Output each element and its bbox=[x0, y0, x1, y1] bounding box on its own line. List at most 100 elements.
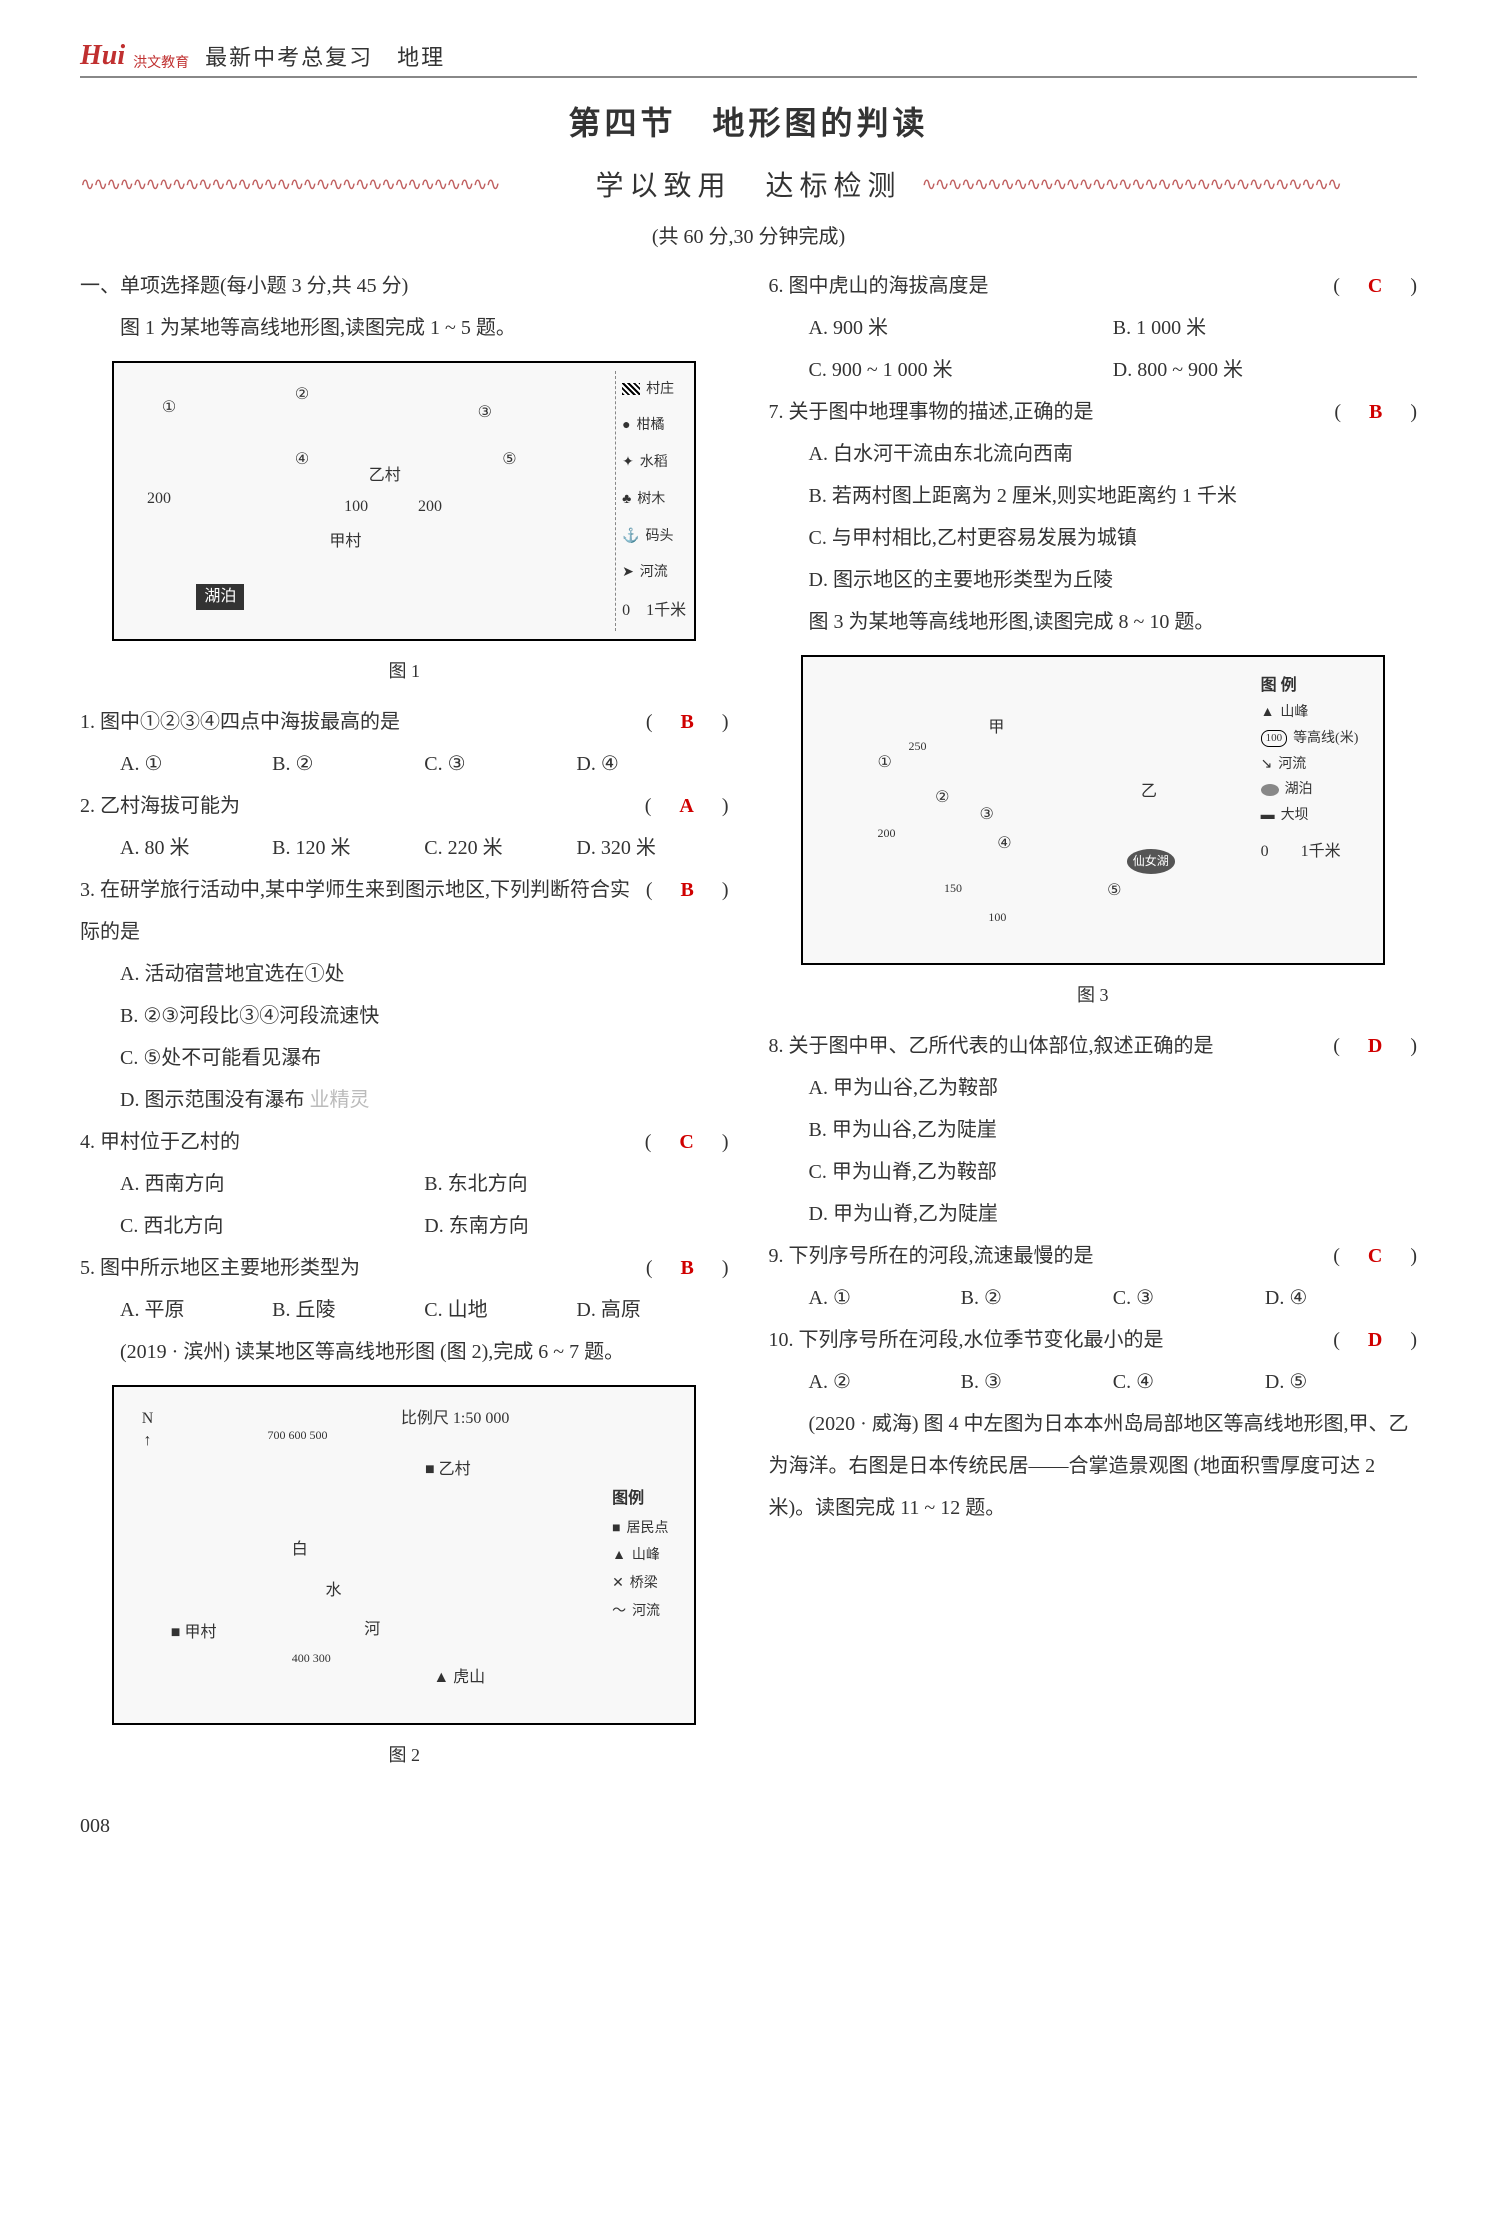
header-bar: Hui 洪文教育 最新中考总复习 地理 bbox=[80, 40, 1417, 78]
q4-opt-b: B. 东北方向 bbox=[424, 1163, 728, 1205]
q8-text: 8. 关于图中甲、乙所代表的山体部位,叙述正确的是 bbox=[769, 1025, 1334, 1067]
question-5: 5. 图中所示地区主要地形类型为 ( B ) bbox=[80, 1247, 729, 1289]
question-4: 4. 甲村位于乙村的 ( C ) bbox=[80, 1121, 729, 1163]
logo-subtitle: 洪文教育 bbox=[133, 52, 189, 72]
q3-paren: ( B ) bbox=[646, 869, 729, 911]
q6-opt-b: B. 1 000 米 bbox=[1113, 307, 1417, 349]
figure-3: 甲 乙 ① ② ③ ④ ⑤ 仙女湖 250 200 150 100 图 例 ▲山… bbox=[801, 655, 1385, 965]
q8-opt-d: D. 甲为山脊,乙为陡崖 bbox=[809, 1193, 1418, 1235]
q10-options: A. ② B. ③ C. ④ D. ⑤ bbox=[769, 1361, 1418, 1403]
q10-opt-a: A. ② bbox=[809, 1361, 961, 1403]
q2-opt-a: A. 80 米 bbox=[120, 827, 272, 869]
question-10: 10. 下列序号所在河段,水位季节变化最小的是 ( D ) bbox=[769, 1319, 1418, 1361]
q7-opt-d: D. 图示地区的主要地形类型为丘陵 bbox=[809, 559, 1418, 601]
decorative-wave-row: ∿∿∿∿∿∿∿∿∿∿∿∿∿∿∿∿∿∿∿∿∿∿∿∿∿∿∿∿∿∿∿∿ 学以致用 达标… bbox=[80, 164, 1417, 204]
question-2: 2. 乙村海拔可能为 ( A ) bbox=[80, 785, 729, 827]
q7-opt-b: B. 若两村图上距离为 2 厘米,则实地距离约 1 千米 bbox=[809, 475, 1418, 517]
q4-paren: ( C ) bbox=[645, 1121, 729, 1163]
q1-options: A. ① B. ② C. ③ D. ④ bbox=[80, 743, 729, 785]
question-9: 9. 下列序号所在的河段,流速最慢的是 ( C ) bbox=[769, 1235, 1418, 1277]
q8-opt-a: A. 甲为山谷,乙为鞍部 bbox=[809, 1067, 1418, 1109]
page-number: 008 bbox=[80, 1815, 1417, 1838]
content-columns: 一、单项选择题(每小题 3 分,共 45 分) 图 1 为某地等高线地形图,读图… bbox=[80, 265, 1417, 1785]
left-column: 一、单项选择题(每小题 3 分,共 45 分) 图 1 为某地等高线地形图,读图… bbox=[80, 265, 729, 1785]
q9-opt-a: A. ① bbox=[809, 1277, 961, 1319]
q9-opt-d: D. ④ bbox=[1265, 1277, 1417, 1319]
question-8: 8. 关于图中甲、乙所代表的山体部位,叙述正确的是 ( D ) bbox=[769, 1025, 1418, 1067]
q2-opt-b: B. 120 米 bbox=[272, 827, 424, 869]
q3-answer: B bbox=[672, 879, 701, 901]
q5-opt-b: B. 丘陵 bbox=[272, 1289, 424, 1331]
wave-left: ∿∿∿∿∿∿∿∿∿∿∿∿∿∿∿∿∿∿∿∿∿∿∿∿∿∿∿∿∿∿∿∿ bbox=[80, 174, 576, 195]
q2-opt-c: C. 220 米 bbox=[424, 827, 576, 869]
outro-text: (2020 · 威海) 图 4 中左图为日本本州岛局部地区等高线地形图,甲、乙为… bbox=[769, 1403, 1418, 1529]
q4-text: 4. 甲村位于乙村的 bbox=[80, 1121, 645, 1163]
fig3-caption: 图 3 bbox=[769, 977, 1418, 1015]
q7-paren: ( B ) bbox=[1334, 391, 1417, 433]
question-7: 7. 关于图中地理事物的描述,正确的是 ( B ) bbox=[769, 391, 1418, 433]
q9-paren: ( C ) bbox=[1333, 1235, 1417, 1277]
q5-text: 5. 图中所示地区主要地形类型为 bbox=[80, 1247, 646, 1289]
q7-text: 7. 关于图中地理事物的描述,正确的是 bbox=[769, 391, 1335, 433]
q1-opt-d: D. ④ bbox=[576, 743, 728, 785]
q6-opt-a: A. 900 米 bbox=[809, 307, 1113, 349]
q4-opt-a: A. 西南方向 bbox=[120, 1163, 424, 1205]
q3-options: A. 活动宿营地宜选在①处 B. ②③河段比③④河段流速快 C. ⑤处不可能看见… bbox=[80, 953, 729, 1121]
q4-options: A. 西南方向 B. 东北方向 C. 西北方向 D. 东南方向 bbox=[80, 1163, 729, 1247]
q5-opt-c: C. 山地 bbox=[424, 1289, 576, 1331]
q6-paren: ( C ) bbox=[1333, 265, 1417, 307]
section-title: 第四节 地形图的判读 bbox=[80, 98, 1417, 144]
q2-answer: A bbox=[671, 795, 701, 817]
q7-answer: B bbox=[1361, 401, 1390, 423]
q10-text: 10. 下列序号所在河段,水位季节变化最小的是 bbox=[769, 1319, 1334, 1361]
intro-fig3: 图 3 为某地等高线地形图,读图完成 8 ~ 10 题。 bbox=[769, 601, 1418, 643]
q3-opt-d: D. 图示范围没有瀑布 业精灵 bbox=[120, 1079, 729, 1121]
header-title: 最新中考总复习 地理 bbox=[205, 40, 445, 72]
figure-1: ① ② ③ ④ ⑤ 乙村 甲村 湖泊 200 100 200 村庄 ●柑橘 ✦水… bbox=[112, 361, 696, 641]
q5-options: A. 平原 B. 丘陵 C. 山地 D. 高原 bbox=[80, 1289, 729, 1331]
fig1-caption: 图 1 bbox=[80, 653, 729, 691]
question-1: 1. 图中①②③④四点中海拔最高的是 ( B ) bbox=[80, 701, 729, 743]
q5-opt-a: A. 平原 bbox=[120, 1289, 272, 1331]
q9-answer: C bbox=[1360, 1245, 1390, 1267]
q1-paren: ( B ) bbox=[646, 701, 729, 743]
q10-opt-c: C. ④ bbox=[1113, 1361, 1265, 1403]
q10-paren: ( D ) bbox=[1333, 1319, 1417, 1361]
q1-opt-a: A. ① bbox=[120, 743, 272, 785]
q1-opt-c: C. ③ bbox=[424, 743, 576, 785]
q8-opt-b: B. 甲为山谷,乙为陡崖 bbox=[809, 1109, 1418, 1151]
q7-options: A. 白水河干流由东北流向西南 B. 若两村图上距离为 2 厘米,则实地距离约 … bbox=[769, 433, 1418, 601]
q1-opt-b: B. ② bbox=[272, 743, 424, 785]
logo: Hui bbox=[80, 40, 125, 72]
q8-options: A. 甲为山谷,乙为鞍部 B. 甲为山谷,乙为陡崖 C. 甲为山脊,乙为鞍部 D… bbox=[769, 1067, 1418, 1235]
q1-text: 1. 图中①②③④四点中海拔最高的是 bbox=[80, 701, 646, 743]
q9-opt-c: C. ③ bbox=[1113, 1277, 1265, 1319]
q6-answer: C bbox=[1360, 275, 1390, 297]
q8-paren: ( D ) bbox=[1333, 1025, 1417, 1067]
figure-2: N↑ 比例尺 1:50 000 ■ 乙村 ■ 甲村 ▲ 虎山 白 水 河 700… bbox=[112, 1385, 696, 1725]
q10-answer: D bbox=[1360, 1329, 1390, 1351]
q6-text: 6. 图中虎山的海拔高度是 bbox=[769, 265, 1334, 307]
q8-opt-c: C. 甲为山脊,乙为鞍部 bbox=[809, 1151, 1418, 1193]
q4-answer: C bbox=[671, 1131, 701, 1153]
q3-opt-b: B. ②③河段比③④河段流速快 bbox=[120, 995, 729, 1037]
q9-opt-b: B. ② bbox=[961, 1277, 1113, 1319]
q7-opt-a: A. 白水河干流由东北流向西南 bbox=[809, 433, 1418, 475]
q9-options: A. ① B. ② C. ③ D. ④ bbox=[769, 1277, 1418, 1319]
q1-answer: B bbox=[672, 711, 701, 733]
intro-fig2: (2019 · 滨州) 读某地区等高线地形图 (图 2),完成 6 ~ 7 题。 bbox=[80, 1331, 729, 1373]
fig2-caption: 图 2 bbox=[80, 1737, 729, 1775]
q3-opt-c: C. ⑤处不可能看见瀑布 bbox=[120, 1037, 729, 1079]
q2-options: A. 80 米 B. 120 米 C. 220 米 D. 320 米 bbox=[80, 827, 729, 869]
q8-answer: D bbox=[1360, 1035, 1390, 1057]
question-6: 6. 图中虎山的海拔高度是 ( C ) bbox=[769, 265, 1418, 307]
q6-opt-d: D. 800 ~ 900 米 bbox=[1113, 349, 1417, 391]
question-3: 3. 在研学旅行活动中,某中学师生来到图示地区,下列判断符合实际的是 ( B ) bbox=[80, 869, 729, 953]
q3-text: 3. 在研学旅行活动中,某中学师生来到图示地区,下列判断符合实际的是 bbox=[80, 869, 646, 953]
right-column: 6. 图中虎山的海拔高度是 ( C ) A. 900 米 B. 1 000 米 … bbox=[769, 265, 1418, 1785]
wave-right: ∿∿∿∿∿∿∿∿∿∿∿∿∿∿∿∿∿∿∿∿∿∿∿∿∿∿∿∿∿∿∿∿ bbox=[922, 174, 1418, 195]
q6-opt-c: C. 900 ~ 1 000 米 bbox=[809, 349, 1113, 391]
exam-meta: (共 60 分,30 分钟完成) bbox=[80, 220, 1417, 249]
section-subtitle: 学以致用 达标检测 bbox=[576, 164, 922, 204]
q5-opt-d: D. 高原 bbox=[576, 1289, 728, 1331]
